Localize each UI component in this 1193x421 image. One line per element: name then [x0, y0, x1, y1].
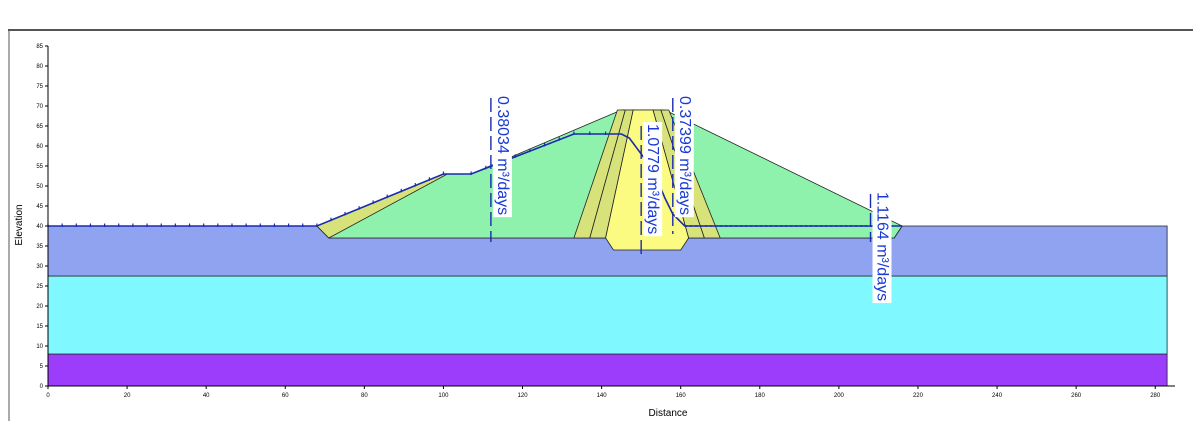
y-tick-label: 0: [40, 384, 44, 390]
x-tick-label: 80: [361, 393, 368, 399]
y-tick-label: 70: [36, 104, 43, 110]
y-tick-label: 20: [36, 304, 43, 310]
y-tick-label: 15: [36, 324, 43, 330]
x-tick-label: 280: [1150, 393, 1161, 399]
y-tick-label: 85: [36, 44, 43, 50]
x-tick-label: 120: [518, 393, 529, 399]
flux-value-label: 1.0779 m³/days: [644, 124, 661, 234]
x-tick-label: 160: [676, 393, 687, 399]
flux-label-background: [674, 94, 694, 218]
region-foundation-mid: [47, 275, 1168, 355]
x-tick-label: 20: [124, 393, 131, 399]
y-tick-label: 50: [36, 184, 43, 190]
x-tick-label: 260: [1071, 393, 1082, 399]
y-tick-label: 40: [36, 224, 43, 230]
y-tick-label: 45: [36, 204, 43, 210]
x-tick-label: 0: [46, 393, 50, 399]
flux-label-background: [643, 122, 663, 237]
flux-label-background: [872, 190, 892, 304]
flux-label-group: 1.0779 m³/days: [643, 122, 663, 237]
y-tick-label: 10: [36, 344, 43, 350]
x-tick-label: 240: [992, 393, 1003, 399]
flux-label-group: 1.1164 m³/days: [872, 190, 892, 304]
x-tick-label: 40: [203, 393, 210, 399]
axes-layer: 0 20 40 60 80 100 120 140 160 180 200 220 240 260 2800…: [36, 44, 1175, 399]
y-tick-label: 55: [36, 164, 43, 170]
x-tick-label: 100: [438, 393, 449, 399]
flux-sections-layer: 0.38034 m³/days 1.0779 m³/days 0.37399 m³/…: [490, 94, 892, 304]
x-tick-label: 220: [913, 393, 924, 399]
material-regions: [47, 109, 1168, 387]
flux-value-label: 0.38034 m³/days: [494, 96, 511, 215]
x-axis-title: Distance: [649, 408, 688, 419]
y-tick-label: 30: [36, 264, 43, 270]
y-tick-label: 60: [36, 144, 43, 150]
flux-label-group: 0.38034 m³/days: [492, 94, 512, 218]
y-tick-label: 35: [36, 244, 43, 250]
y-tick-label: 65: [36, 124, 43, 130]
region-foundation-bottom: [47, 353, 1168, 387]
x-tick-label: 140: [597, 393, 608, 399]
x-tick-label: 200: [834, 393, 845, 399]
flux-label-background: [492, 94, 512, 218]
y-tick-label: 5: [40, 364, 44, 370]
y-tick-label: 75: [36, 84, 43, 90]
flux-label-group: 0.37399 m³/days: [674, 94, 694, 218]
flux-value-label: 1.1164 m³/days: [874, 192, 891, 301]
flux-value-label: 0.37399 m³/days: [676, 96, 693, 215]
x-tick-label: 180: [755, 393, 766, 399]
y-tick-label: 80: [36, 64, 43, 70]
y-tick-label: 25: [36, 284, 43, 290]
y-axis-title: Elevation: [14, 204, 25, 245]
x-tick-label: 60: [282, 393, 289, 399]
